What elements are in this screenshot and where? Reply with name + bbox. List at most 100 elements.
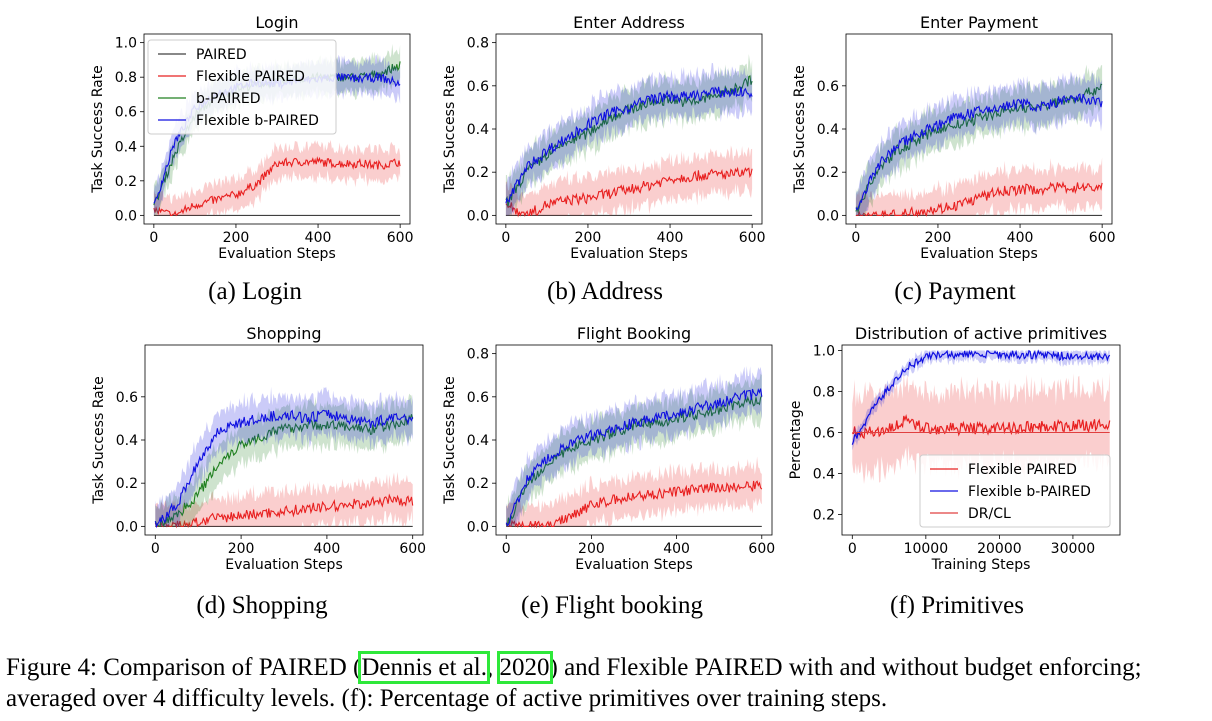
subcaption-d: (d) Shopping <box>196 592 328 619</box>
y-tick-label: 0.2 <box>115 174 137 190</box>
y-tick-label: 0.2 <box>813 508 835 524</box>
y-tick-label: 0.0 <box>467 519 489 535</box>
x-tick-label: 200 <box>228 541 255 557</box>
band-flexible-paired <box>153 139 401 216</box>
y-tick-label: 0.4 <box>817 122 839 138</box>
y-tick-label: 0.8 <box>813 385 835 401</box>
legend-label: Flexible b-PAIRED <box>968 484 1091 500</box>
line-b-paired <box>505 395 763 526</box>
x-tick-label: 0 <box>501 230 510 246</box>
citation-year-link[interactable]: 2020 <box>496 651 553 684</box>
x-tick-label: 0 <box>848 541 857 557</box>
plot-area <box>505 366 763 529</box>
subcaption-b: (b) Address <box>547 278 663 305</box>
y-tick-label: 0.6 <box>116 390 138 406</box>
band-b-paired <box>855 64 1103 216</box>
y-axis-label: Task Success Rate <box>442 376 458 505</box>
y-axis-label: Task Success Rate <box>90 65 106 194</box>
y-tick-label: 0.2 <box>817 165 839 181</box>
y-tick-label: 0.4 <box>813 467 835 483</box>
chart-title: Distribution of active primitives <box>855 324 1107 343</box>
x-tick-label: 400 <box>657 230 684 246</box>
y-tick-label: 0.4 <box>467 122 489 138</box>
x-tick-label: 10000 <box>904 541 949 557</box>
x-tick-label: 400 <box>314 541 341 557</box>
x-tick-label: 200 <box>925 230 952 246</box>
line-flexible-paired <box>505 480 763 529</box>
y-tick-label: 0.0 <box>817 208 839 224</box>
y-tick-label: 0.8 <box>467 347 489 363</box>
chart-e: 0 200 400 600 0.0 0.2 0.4 0.6 0.8 Flight Booking E… <box>442 324 775 573</box>
y-tick-label: 0.0 <box>116 519 138 535</box>
subcaption-e: (e) Flight booking <box>521 592 703 619</box>
legend: Flexible PAIRED Flexible b-PAIRED DR/CL <box>919 454 1111 528</box>
x-tick-label: 200 <box>578 541 605 557</box>
y-tick-label: 0.6 <box>467 390 489 406</box>
y-tick-label: 0.2 <box>467 476 489 492</box>
subcaption-a: (a) Login <box>208 278 302 305</box>
line-flexible-b-paired <box>154 409 414 529</box>
band-b-paired <box>155 393 413 527</box>
line-b-paired <box>505 75 753 207</box>
x-tick-label: 600 <box>739 230 766 246</box>
caption-cite-sep: , <box>487 654 500 681</box>
legend-label: Flexible b-PAIRED <box>196 113 319 129</box>
subcaption-c: (c) Payment <box>894 278 1016 305</box>
x-tick-label: 400 <box>663 541 690 557</box>
x-tick-label: 200 <box>223 230 250 246</box>
citation-author-link[interactable]: Dennis et al. <box>358 651 490 684</box>
chart-title: Enter Payment <box>920 13 1038 32</box>
plot-area <box>154 386 414 529</box>
x-tick-label: 200 <box>575 230 602 246</box>
axes-frame <box>143 33 411 225</box>
chart-title: Login <box>255 13 298 32</box>
caption-suffix: ) and Flexible PAIRED with and without b… <box>6 654 1142 712</box>
x-axis-label: Training Steps <box>931 557 1031 573</box>
band-flexible-paired <box>506 456 762 527</box>
y-tick-label: 0.6 <box>817 79 839 95</box>
legend: PAIRED Flexible PAIRED b-PAIRED Flexible b-… <box>147 39 337 135</box>
y-tick-label: 0.0 <box>467 208 489 224</box>
x-tick-label: 600 <box>387 230 414 246</box>
axes-frame <box>841 344 1121 536</box>
y-tick-label: 0.2 <box>116 476 138 492</box>
chart-a: 0 200 400 600 0.0 0.2 0.4 0.6 0.8 1.0 Login Evaluat… <box>90 13 414 262</box>
y-tick-label: 1.0 <box>813 344 835 360</box>
line-flexible-b-paired <box>855 93 1103 211</box>
x-axis-label: Evaluation Steps <box>225 557 343 573</box>
y-axis-label: Task Success Rate <box>792 65 808 194</box>
line-flexible-paired <box>154 493 414 529</box>
x-tick-label: 20000 <box>977 541 1022 557</box>
chart-title: Enter Address <box>573 13 685 32</box>
line-flexible-b-paired <box>505 86 753 204</box>
chart-f: 0 10000 20000 30000 0.2 0.4 0.6 0.8 1.0 Distribut… <box>788 324 1121 573</box>
y-tick-label: 0.4 <box>115 139 137 155</box>
x-tick-label: 600 <box>1089 230 1116 246</box>
y-axis-label: Task Success Rate <box>442 65 458 194</box>
band-flexible-b-paired <box>506 366 762 527</box>
y-tick-label: 0.2 <box>467 165 489 181</box>
x-axis-label: Evaluation Steps <box>920 246 1038 262</box>
legend-label: Flexible PAIRED <box>968 462 1077 478</box>
chart-d: 0 200 400 600 0.0 0.2 0.4 0.6 Shopping Evaluation… <box>91 324 426 573</box>
y-axis-label: Task Success Rate <box>91 376 107 505</box>
y-tick-label: 0.0 <box>115 208 137 224</box>
chart-title: Flight Booking <box>577 324 691 343</box>
line-flexible-b-paired <box>851 349 1111 445</box>
chart-c: 0 200 400 600 0.0 0.2 0.4 0.6 Enter Payment Evalu… <box>792 13 1116 262</box>
caption-prefix: Figure 4: Comparison of PAIRED ( <box>6 654 362 681</box>
y-tick-label: 1.0 <box>115 36 137 52</box>
y-tick-label: 0.6 <box>115 105 137 121</box>
legend-box <box>919 454 1111 528</box>
x-axis-label: Evaluation Steps <box>218 246 336 262</box>
chart-title: Shopping <box>246 324 321 343</box>
band-flexible-paired <box>155 471 413 527</box>
y-tick-label: 0.6 <box>467 79 489 95</box>
y-tick-label: 0.8 <box>467 36 489 52</box>
figure-caption: Figure 4: Comparison of PAIRED (Dennis e… <box>6 651 1206 714</box>
x-tick-label: 400 <box>1007 230 1034 246</box>
line-flexible-paired <box>852 414 1111 440</box>
y-axis-label: Percentage <box>788 401 804 480</box>
x-tick-label: 0 <box>502 541 511 557</box>
